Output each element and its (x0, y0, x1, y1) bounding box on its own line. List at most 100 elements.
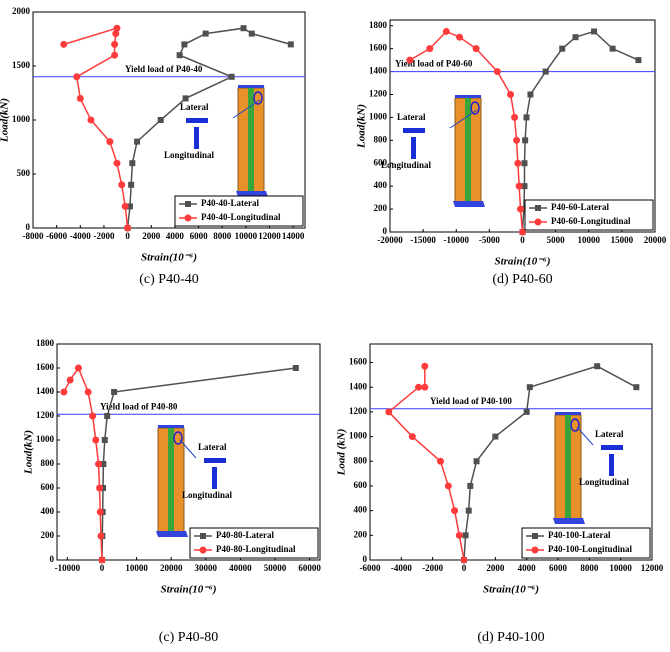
x-tick-label: 4000 (166, 231, 185, 241)
y-tick-label: 1400 (369, 66, 388, 76)
legend-label: P40-60-Longitudinal (551, 216, 631, 226)
point (176, 52, 183, 59)
x-tick-label: 15000 (611, 235, 634, 245)
caption: (d) P40-60 (492, 272, 552, 287)
point (455, 531, 463, 539)
point (248, 30, 255, 37)
inset-label: Lateral (397, 112, 426, 122)
legend-box (189, 527, 319, 559)
x-tick-label: 10000 (609, 563, 632, 573)
point (111, 389, 118, 395)
point (182, 95, 189, 102)
point (526, 384, 533, 391)
legend-marker (200, 533, 206, 539)
x-tick-label: -15000 (410, 235, 436, 245)
x-tick-label: -2000 (422, 563, 443, 573)
point (118, 181, 126, 189)
legend-marker (184, 214, 192, 222)
point (519, 228, 526, 236)
point (134, 138, 141, 145)
x-tick-label: -4000 (70, 231, 91, 241)
lateral-gauge (403, 128, 425, 133)
point (521, 183, 528, 190)
inset-label: Lateral (198, 442, 227, 452)
x-tick-label: 20000 (644, 235, 667, 245)
y-axis-label: Load(kN) (356, 104, 368, 149)
point (128, 181, 135, 188)
y-tick-label: 0 (50, 554, 55, 564)
y-tick-label: 1200 (36, 410, 55, 420)
y-tick-label: 500 (17, 168, 31, 178)
y-tick-label: 800 (354, 455, 368, 465)
x-tick-label: 10000 (235, 231, 258, 241)
point (104, 413, 111, 419)
point (517, 205, 525, 213)
column-stripe (565, 415, 571, 520)
y-tick-label: 0 (26, 222, 31, 232)
x-axis-label: Strain(10⁻⁶) (483, 584, 539, 596)
y-tick-label: 600 (41, 482, 55, 492)
y-tick-label: 2000 (12, 6, 31, 16)
inset-label: Longitudinal (164, 150, 215, 160)
legend-marker (535, 205, 541, 211)
x-tick-label: 0 (462, 563, 467, 573)
point (513, 136, 521, 144)
point (113, 159, 121, 167)
point (493, 68, 501, 76)
longitudinal-gauge (212, 467, 217, 489)
gauge-mark (570, 418, 580, 432)
y-axis-label: Load (kN) (336, 429, 348, 477)
y-axis-label: Load(kN) (23, 430, 35, 475)
y-tick-label: 0 (383, 226, 388, 236)
point (465, 507, 472, 514)
caption: (c) P40-40 (139, 272, 199, 287)
y-tick-label: 1000 (369, 111, 388, 121)
x-tick-label: -6000 (46, 231, 67, 241)
point (473, 458, 480, 465)
x-tick-label: 4000 (518, 563, 537, 573)
column-stripe (465, 98, 471, 203)
longitudinal-gauge (411, 137, 416, 159)
point (157, 117, 164, 123)
x-tick-label: 2000 (486, 563, 505, 573)
legend-box (521, 527, 651, 559)
y-tick-label: 1400 (349, 381, 368, 391)
x-tick-label: 6000 (549, 563, 568, 573)
longitudinal-gauge (609, 454, 614, 476)
point (591, 28, 598, 35)
column-top (455, 95, 481, 98)
legend-box (174, 195, 304, 227)
legend-label: P40-40-Lateral (201, 198, 259, 208)
legend-label: P40-100-Longitudinal (548, 544, 633, 554)
x-tick-label: 60000 (298, 563, 321, 573)
x-tick-label: 2000 (142, 231, 161, 241)
point (421, 383, 429, 391)
y-tick-label: 1600 (349, 357, 368, 367)
gauge-arrow (576, 426, 594, 446)
x-axis-label: Strain(10⁻⁶) (160, 584, 216, 596)
point (633, 384, 640, 391)
point (113, 24, 121, 32)
point (124, 224, 132, 232)
legend-marker (199, 546, 207, 554)
column-base (453, 201, 485, 207)
inset-label: Longitudinal (381, 160, 432, 170)
point (437, 457, 444, 465)
yield-label: Yield load of P40-80 (100, 401, 178, 411)
y-tick-label: 1000 (12, 114, 31, 124)
x-tick-label: -6000 (360, 563, 381, 573)
point (451, 507, 459, 515)
x-tick-label: 12000 (641, 563, 664, 573)
point (472, 45, 480, 53)
point (202, 30, 209, 37)
point (442, 27, 450, 35)
inset-label: Longitudinal (182, 490, 233, 500)
inset-label: Lateral (180, 102, 209, 112)
point (101, 437, 108, 443)
x-tick-label: 8000 (213, 231, 232, 241)
point (462, 532, 469, 539)
point (507, 90, 515, 98)
y-tick-label: 0 (363, 554, 368, 564)
point (74, 364, 82, 372)
point (572, 34, 579, 41)
